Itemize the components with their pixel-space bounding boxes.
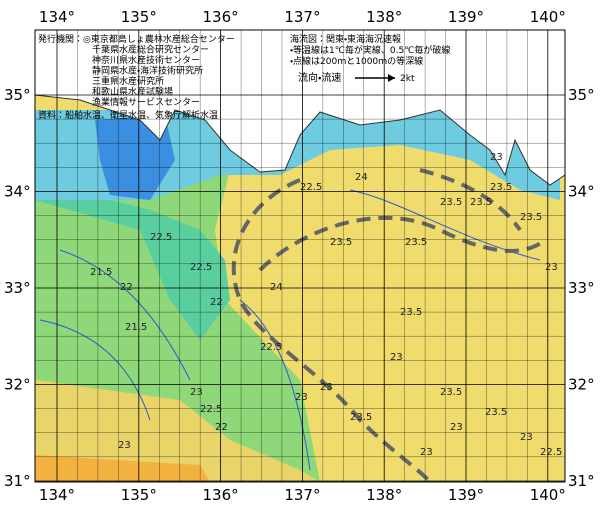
- publisher-note: 神奈川県水産技術センター: [92, 54, 200, 66]
- isotherm-label: 22.5: [540, 447, 562, 458]
- south-water: [35, 380, 320, 482]
- publisher-note: 三重県水産研究所: [92, 75, 164, 87]
- lon-label-top: 134°: [39, 8, 75, 26]
- lat-label-right: 35°: [568, 86, 595, 104]
- map-frame: [34, 29, 566, 483]
- lat-label-left: 35°: [4, 86, 31, 104]
- isotherm-label: 23: [320, 382, 333, 393]
- lat-label-right: 33°: [568, 279, 595, 297]
- lon-label-bottom: 139°: [448, 486, 484, 504]
- map-area: 22.5 21.5 22 22.5 21.5 22 22.5 23 22 23 22.5 23 23.5…: [35, 30, 565, 482]
- lat-label-left: 33°: [4, 279, 31, 297]
- lon-label-bottom: 134°: [39, 486, 75, 504]
- lon-label-top: 137°: [284, 8, 320, 26]
- lon-label-bottom: 135°: [121, 486, 157, 504]
- publisher-note: 資料：船舶水温、衛星水温、気象庁解析水温: [38, 109, 218, 121]
- isotherm-label: 23.5: [350, 412, 372, 423]
- isotherm-label: 22.5: [200, 404, 222, 415]
- isotherm-label: 23: [520, 432, 533, 443]
- isotherm-label: 23.5: [440, 197, 462, 208]
- current-label: 流向・流速: [298, 71, 341, 84]
- isotherm-line: [39, 189, 541, 471]
- isotherm-label: 23.5: [485, 407, 507, 418]
- publisher-note: 和歌山県水産試験場: [92, 86, 173, 98]
- current-scale-arrowhead: [388, 74, 395, 82]
- publisher-note: 静岡県水産・海洋技術研究所: [92, 65, 203, 77]
- lon-label-bottom: 136°: [203, 486, 239, 504]
- isotherm-label: 23.5: [405, 237, 427, 248]
- isotherm-label: 22.5: [150, 232, 172, 243]
- isotherm-labels: 22.5 21.5 22 22.5 21.5 22 22.5 23 22 23 22.5 23 23.5…: [90, 152, 562, 458]
- isotherm-label: 24: [270, 282, 283, 293]
- isotherm-label: 22.5: [190, 262, 212, 273]
- lon-label-top: 135°: [121, 8, 157, 26]
- cool-water: [35, 180, 230, 340]
- warmest-water: [35, 455, 210, 482]
- isotherm-label: 23.5: [330, 237, 352, 248]
- grid: [35, 30, 565, 482]
- publisher-note: 漁業情報サービスセンター: [92, 96, 200, 108]
- isotherm-label: 23: [450, 422, 463, 433]
- isotherm-label: 22: [210, 297, 223, 308]
- isotherm-label: 23.5: [470, 197, 492, 208]
- kii-channel: [95, 115, 175, 200]
- lat-label-left: 31°: [4, 472, 31, 490]
- isotherm-label: 21.5: [90, 267, 112, 278]
- isotherm-label: 23.5: [520, 212, 542, 223]
- lon-label-top: 136°: [203, 8, 239, 26]
- legend-note: ・点線は200ｍと1000ｍの等深線: [290, 55, 423, 67]
- isotherm-label: 22: [120, 282, 133, 293]
- isotherm-label: 23: [118, 440, 131, 451]
- isotherm-label: 23: [545, 262, 558, 273]
- lat-label-left: 32°: [4, 376, 31, 394]
- lat-label-right: 34°: [568, 183, 595, 201]
- legend-note: ・等温線は1℃毎が実線、0.5℃毎が破線: [290, 44, 450, 56]
- publisher-note: 千葉県水産総合研究センター: [92, 44, 209, 56]
- lat-label-right: 32°: [568, 376, 595, 394]
- isotherm-label: 22.5: [260, 342, 282, 353]
- isotherm-label: 23.5: [400, 307, 422, 318]
- isotherm-label: 23: [295, 392, 308, 403]
- isotherm-label: 24: [355, 172, 368, 183]
- isotherm-label: 23: [490, 152, 503, 163]
- lat-label-right: 31°: [568, 472, 595, 490]
- current-speed: 2kt: [400, 74, 415, 84]
- isotherm-label: 23: [190, 387, 203, 398]
- land: [35, 30, 565, 186]
- kuroshio-path: [231, 168, 547, 482]
- isotherm-label: 23.5: [490, 182, 512, 193]
- legend-note: 海流図：関東・東海海況速報: [290, 33, 401, 45]
- lon-label-top: 140°: [530, 8, 566, 26]
- lat-label-left: 34°: [4, 183, 31, 201]
- notes: 発行機関：◎東京都島しょ農林水産総合センター千葉県水産総合研究センター神奈川県水…: [38, 33, 450, 121]
- isotherm-label: 23: [420, 447, 433, 458]
- isotherm-label: 21.5: [125, 322, 147, 333]
- isotherm-label: 23.5: [440, 387, 462, 398]
- isotherm-label: 23: [390, 352, 403, 363]
- lon-label-bottom: 138°: [366, 486, 402, 504]
- publisher-note: 発行機関：◎東京都島しょ農林水産総合センター: [38, 33, 235, 45]
- lon-label-top: 139°: [448, 8, 484, 26]
- lon-label-top: 138°: [366, 8, 402, 26]
- isotherm-label: 22.5: [300, 182, 322, 193]
- isotherm-label: 22: [215, 422, 228, 433]
- lon-label-bottom: 137°: [284, 486, 320, 504]
- lon-label-bottom: 140°: [530, 486, 566, 504]
